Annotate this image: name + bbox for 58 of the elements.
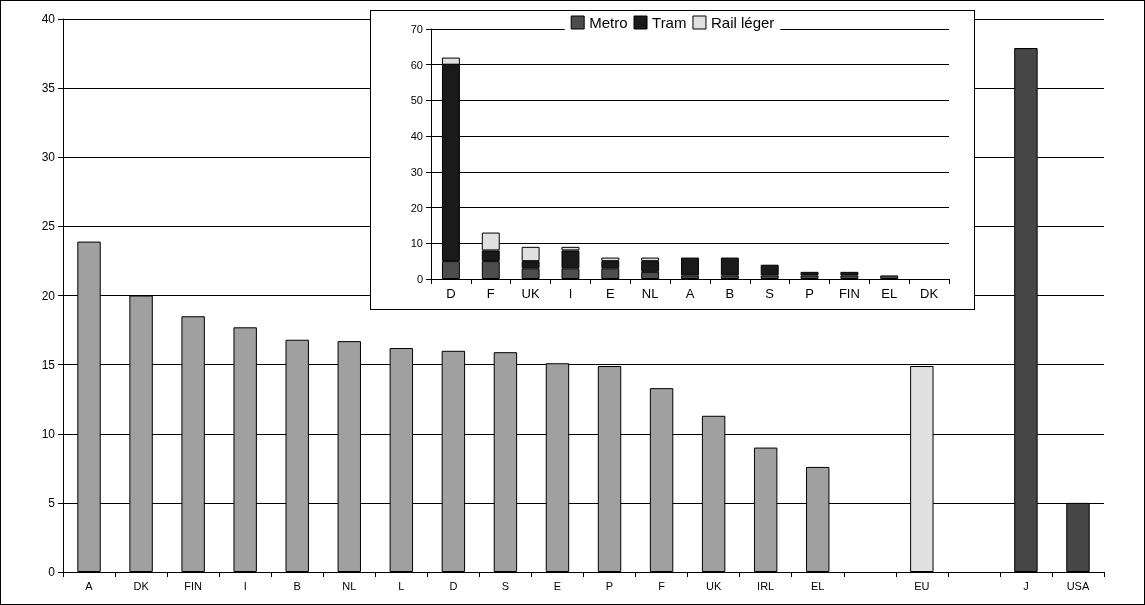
x-tick-label: I bbox=[243, 579, 247, 592]
bar bbox=[681, 257, 699, 276]
x-tick-label: P bbox=[605, 579, 614, 592]
x-tick-label: E bbox=[605, 286, 615, 301]
y-tick-label: 10 bbox=[41, 426, 56, 441]
y-tick-label: 40 bbox=[410, 130, 423, 143]
y-tick-label: 0 bbox=[48, 565, 56, 579]
x-tick-label: IRL bbox=[757, 579, 775, 592]
bar bbox=[880, 275, 899, 279]
x-tick-label: D bbox=[446, 286, 456, 301]
x-tick-label: S bbox=[501, 579, 510, 592]
x-tick-label: S bbox=[765, 286, 775, 301]
y-tick-label: 10 bbox=[410, 237, 423, 250]
y-tick-label: 5 bbox=[48, 495, 56, 510]
x-tick-label: A bbox=[85, 579, 94, 592]
y-tick-label: 40 bbox=[41, 12, 56, 26]
y-tick-label: 50 bbox=[410, 94, 423, 107]
x-tick-label: DK bbox=[920, 286, 939, 301]
y-tick-label: 15 bbox=[41, 357, 56, 372]
x-tick-label: FIN bbox=[838, 286, 860, 301]
legend-label: Rail léger bbox=[710, 14, 775, 31]
x-tick-label: B bbox=[293, 579, 301, 592]
legend-label: Metro bbox=[589, 14, 628, 31]
x-tick-label: UK bbox=[521, 286, 540, 301]
x-tick-label: P bbox=[805, 286, 814, 301]
bar bbox=[800, 275, 819, 279]
x-tick-label: DK bbox=[133, 579, 150, 592]
x-tick-label: NL bbox=[342, 579, 357, 592]
x-tick-label: EU bbox=[914, 579, 930, 592]
x-tick-label: NL bbox=[641, 286, 659, 301]
y-tick-label: 20 bbox=[410, 201, 423, 214]
x-tick-label: F bbox=[658, 579, 666, 592]
x-tick-label: UK bbox=[705, 579, 722, 592]
y-tick-label: 30 bbox=[41, 150, 56, 165]
x-tick-label: E bbox=[553, 579, 562, 592]
y-tick-label: 25 bbox=[41, 219, 56, 234]
bar bbox=[800, 271, 819, 276]
x-tick-label: L bbox=[398, 579, 405, 592]
x-tick-label: EL bbox=[810, 579, 825, 592]
x-tick-label: USA bbox=[1066, 579, 1090, 592]
bar bbox=[840, 271, 859, 276]
x-tick-label: B bbox=[725, 286, 735, 301]
y-tick-label: 20 bbox=[41, 288, 56, 303]
x-tick-label: D bbox=[449, 579, 458, 592]
x-tick-label: J bbox=[1023, 579, 1029, 592]
y-tick-label: 70 bbox=[410, 23, 423, 35]
x-tick-label: A bbox=[685, 286, 695, 301]
bar bbox=[720, 257, 739, 276]
x-tick-label: F bbox=[486, 286, 495, 301]
x-tick-label: I bbox=[568, 286, 573, 301]
x-tick-label: EL bbox=[881, 286, 898, 301]
y-tick-label: 30 bbox=[410, 165, 423, 178]
x-tick-label: FIN bbox=[184, 579, 203, 592]
y-tick-label: 60 bbox=[410, 58, 423, 71]
bar bbox=[760, 264, 779, 276]
legend-label: Tram bbox=[652, 14, 687, 31]
y-tick-label: 35 bbox=[41, 81, 56, 96]
y-tick-label: 0 bbox=[416, 273, 423, 285]
